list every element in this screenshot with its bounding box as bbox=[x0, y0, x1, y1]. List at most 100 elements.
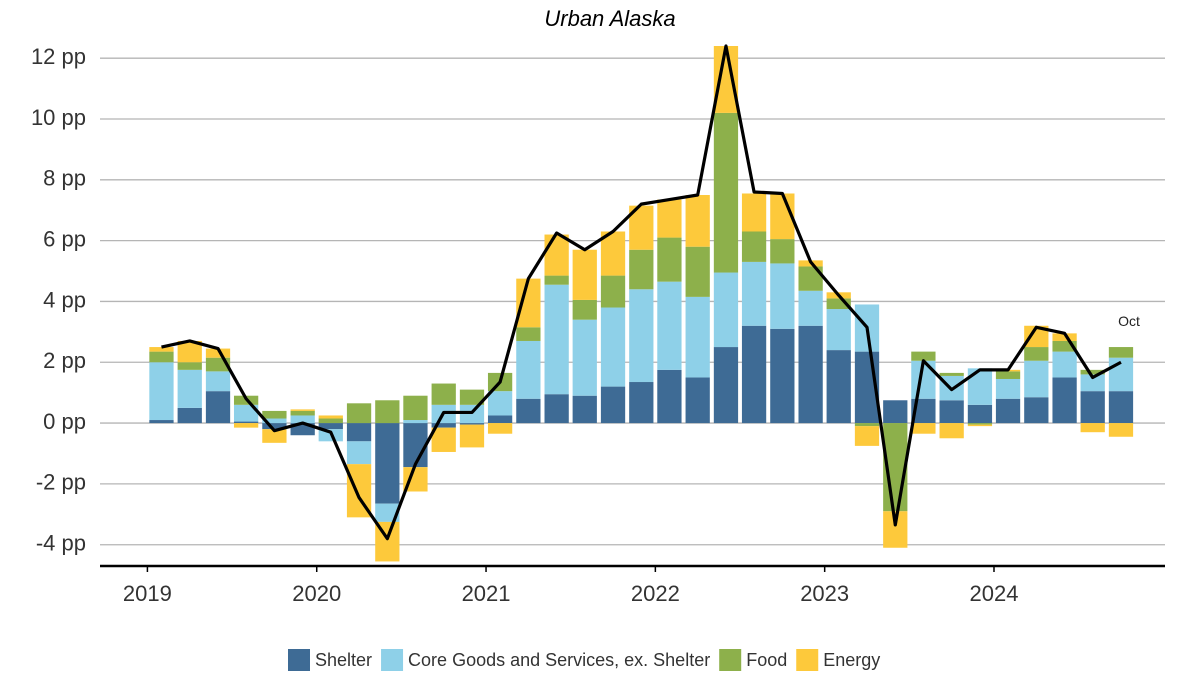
bar-segment bbox=[1024, 397, 1049, 424]
bar-segment bbox=[657, 237, 682, 282]
bar-segment bbox=[262, 423, 287, 430]
bar-segment bbox=[262, 418, 287, 424]
legend-swatch bbox=[719, 649, 742, 671]
bar-segment bbox=[177, 407, 202, 424]
bar-segment bbox=[403, 395, 428, 421]
bar-segment bbox=[262, 429, 287, 443]
bar-segment bbox=[939, 400, 964, 424]
bar-segment bbox=[318, 418, 343, 424]
bar-segment bbox=[487, 423, 513, 434]
bar-segment bbox=[346, 441, 372, 465]
bar-segment bbox=[826, 350, 851, 424]
bar-segment bbox=[741, 193, 767, 232]
y-tick-label: 10 pp bbox=[31, 105, 86, 130]
bar-segment bbox=[798, 325, 823, 424]
bar-segment bbox=[149, 347, 174, 352]
bar-segment bbox=[233, 423, 259, 428]
bar-segment bbox=[487, 415, 513, 424]
bar-segment bbox=[1108, 347, 1134, 358]
bar-segment bbox=[459, 423, 485, 425]
bar-segment bbox=[854, 423, 880, 427]
bar-segment bbox=[1052, 340, 1077, 352]
bar-segment bbox=[375, 423, 400, 504]
bar-segment bbox=[318, 415, 343, 419]
bar-segment bbox=[600, 386, 626, 424]
bar-segment bbox=[826, 309, 851, 351]
bar-segment bbox=[741, 231, 767, 262]
y-tick-label: 4 pp bbox=[43, 287, 86, 312]
bar-segment bbox=[911, 423, 936, 434]
bar-segment bbox=[431, 423, 456, 428]
bar-segment bbox=[657, 281, 682, 370]
bar-segment bbox=[516, 340, 541, 399]
bar-segment bbox=[1024, 325, 1049, 348]
bar-segment bbox=[1080, 369, 1105, 375]
total-line bbox=[161, 44, 1122, 541]
bar-segment bbox=[939, 372, 964, 376]
x-tick-label: 2024 bbox=[970, 581, 1019, 606]
bar-segment bbox=[770, 328, 795, 424]
bar-segment bbox=[883, 400, 908, 424]
bar-segment bbox=[318, 423, 343, 430]
bar-segment bbox=[516, 398, 541, 424]
bar-segment bbox=[911, 351, 936, 361]
bar-segment bbox=[431, 427, 456, 452]
x-tick-label: 2022 bbox=[631, 581, 680, 606]
bar-segment bbox=[629, 249, 654, 290]
legend-label: Food bbox=[746, 650, 787, 670]
bar-segment bbox=[177, 369, 202, 408]
legend-label: Core Goods and Services, ex. Shelter bbox=[408, 650, 710, 670]
bar-segment bbox=[459, 424, 485, 448]
bar-segment bbox=[149, 420, 174, 424]
bar-segment bbox=[544, 284, 569, 395]
bar-segment bbox=[1052, 351, 1077, 378]
bar-segment bbox=[516, 327, 541, 341]
chart-title: Urban Alaska bbox=[544, 6, 675, 31]
bar-segment bbox=[629, 382, 654, 424]
bar-segment bbox=[939, 423, 964, 439]
bar-segment bbox=[1052, 377, 1077, 424]
bar-segment bbox=[967, 424, 993, 427]
bar-segment bbox=[572, 299, 597, 320]
bar-segment bbox=[375, 503, 400, 522]
y-tick-label: 2 pp bbox=[43, 348, 86, 373]
bar-segment bbox=[177, 362, 202, 370]
bar-segment bbox=[629, 289, 654, 383]
y-tick-label: 12 pp bbox=[31, 44, 86, 69]
bar-segment bbox=[600, 275, 626, 308]
bar-segment bbox=[233, 404, 259, 422]
bar-segment bbox=[741, 261, 767, 326]
bar-segment bbox=[798, 290, 823, 326]
bar-segment bbox=[600, 307, 626, 387]
bar-segment bbox=[1052, 333, 1077, 341]
bar-segment bbox=[346, 423, 372, 442]
bar-segment bbox=[1024, 360, 1049, 398]
bar-segment bbox=[967, 423, 993, 425]
x-tick-label: 2021 bbox=[462, 581, 511, 606]
bar-segment bbox=[600, 231, 626, 276]
bar-segment bbox=[149, 362, 174, 421]
bar-segment bbox=[967, 404, 993, 424]
y-tick-label: 0 pp bbox=[43, 409, 86, 434]
bar-segment bbox=[544, 275, 569, 285]
bar-segment bbox=[403, 420, 428, 424]
bar-segment bbox=[1108, 423, 1134, 437]
bar-segment bbox=[205, 391, 231, 424]
bar-segment bbox=[149, 351, 174, 363]
x-tick-label: 2023 bbox=[800, 581, 849, 606]
bar-segment bbox=[403, 423, 428, 468]
y-tick-label: -4 pp bbox=[36, 531, 86, 556]
bar-segment bbox=[770, 239, 795, 264]
bar-segment bbox=[995, 371, 1021, 379]
bar-segment bbox=[233, 421, 259, 424]
bar-segment bbox=[516, 278, 541, 328]
bar-segment bbox=[685, 246, 710, 297]
bar-segment bbox=[431, 383, 456, 405]
bar-segment bbox=[741, 325, 767, 424]
bar-segment bbox=[713, 46, 739, 113]
bar-segment bbox=[544, 394, 569, 424]
bar-segment bbox=[713, 347, 739, 424]
legend-swatch bbox=[796, 649, 819, 671]
bar-segment bbox=[995, 378, 1021, 399]
bar-segment bbox=[572, 395, 597, 424]
